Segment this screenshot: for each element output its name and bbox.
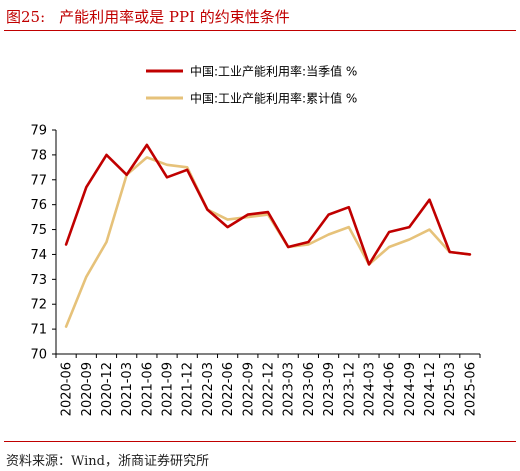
- y-tick-label: 70: [30, 348, 47, 363]
- x-tick-label: 2023-12: [342, 362, 357, 416]
- x-tick-label: 2024-06: [383, 362, 398, 416]
- source-note: 资料来源：Wind，浙商证券研究所: [6, 454, 209, 469]
- x-tick-label: 2021-12: [181, 362, 196, 416]
- x-tick-label: 2020-09: [80, 362, 95, 416]
- axes: 70 71 72 73 74 75 76 77 78 79 2020-06 2020-09 2020-1…: [30, 124, 481, 416]
- figure-title: 图25: 产能利用率或是 PPI 的约束性条件: [6, 6, 290, 27]
- x-tick-label: 2021-03: [120, 362, 135, 416]
- x-tick-label: 2025-06: [463, 362, 478, 416]
- x-tick-label: 2024-03: [362, 362, 377, 416]
- y-tick-label: 71: [30, 323, 47, 338]
- x-tick-label: 2023-06: [302, 362, 317, 416]
- y-tick-label: 77: [30, 173, 47, 188]
- figure-number: 图25:: [6, 8, 46, 26]
- y-tick-label: 72: [30, 298, 47, 313]
- x-tick-label: 2021-09: [161, 362, 176, 416]
- series-line-1: [64, 143, 472, 266]
- x-tick-label: 2020-06: [60, 362, 75, 416]
- x-tick-label: 2022-06: [221, 362, 236, 416]
- title-divider: [4, 30, 516, 31]
- y-tick-label: 78: [30, 148, 47, 163]
- y-tick-label: 75: [30, 223, 47, 238]
- figure-caption: 产能利用率或是 PPI 的约束性条件: [59, 8, 290, 26]
- legend-label-1: 中国:工业产能利用率:当季值 %: [190, 64, 357, 79]
- x-tick-label: 2023-09: [322, 362, 337, 416]
- x-tick-label: 2022-12: [262, 362, 277, 416]
- x-tick-label: 2024-09: [403, 362, 418, 416]
- series-lines: [64, 143, 472, 328]
- x-tick-label: 2022-03: [201, 362, 216, 416]
- x-tick-label: 2020-12: [100, 362, 115, 416]
- x-tick-label: 2023-03: [282, 362, 297, 416]
- legend: 中国:工业产能利用率:当季值 % 中国:工业产能利用率:累计值 %: [146, 64, 357, 106]
- x-tick-label: 2022-09: [241, 362, 256, 416]
- legend-label-2: 中国:工业产能利用率:累计值 %: [190, 91, 357, 106]
- y-tick-label: 79: [30, 124, 47, 139]
- y-tick-label: 73: [30, 273, 47, 288]
- y-tick-label: 74: [30, 248, 47, 263]
- footer-divider: [4, 441, 516, 442]
- line-chart: 中国:工业产能利用率:当季值 %中国:工业产能利用率:累计值 % 7071727…: [30, 64, 481, 416]
- x-tick-label: 2021-06: [140, 362, 155, 416]
- y-tick-label: 76: [30, 198, 47, 213]
- x-tick-label: 2024-12: [423, 362, 438, 416]
- x-tick-label: 2025-03: [443, 362, 458, 416]
- series-line-2: [64, 156, 472, 328]
